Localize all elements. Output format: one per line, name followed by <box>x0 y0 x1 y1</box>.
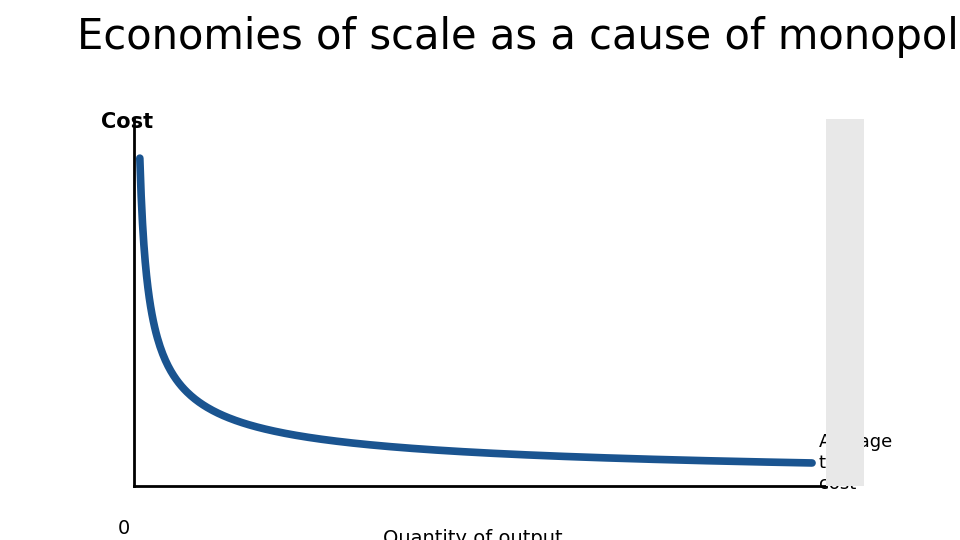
Text: Economies of scale as a cause of monopoly: Economies of scale as a cause of monopol… <box>77 16 960 58</box>
Text: Average
total
cost: Average total cost <box>819 433 893 493</box>
Text: Quantity of output: Quantity of output <box>383 529 563 540</box>
Text: 0: 0 <box>118 519 131 538</box>
Text: Cost: Cost <box>101 112 153 132</box>
